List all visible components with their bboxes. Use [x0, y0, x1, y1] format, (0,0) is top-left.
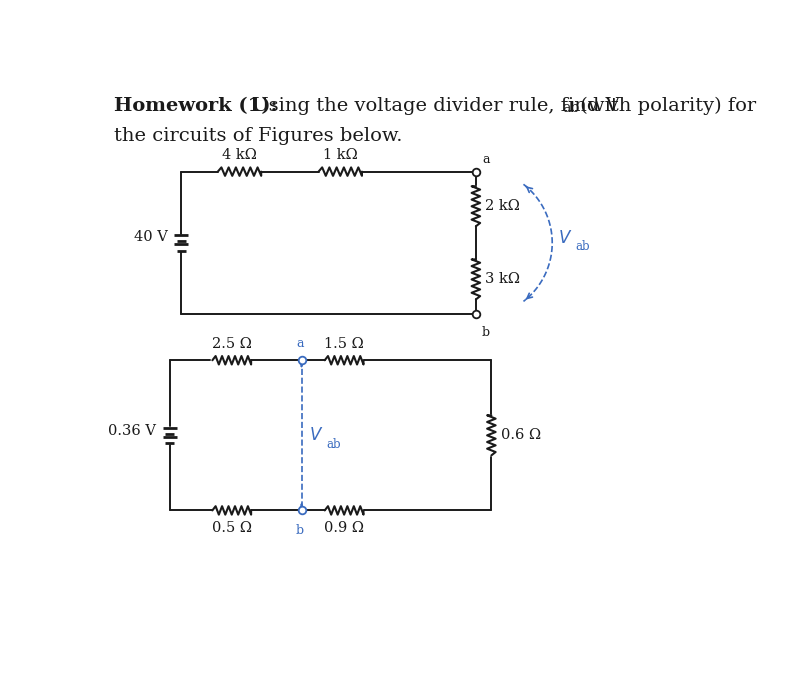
Text: Using the voltage divider rule, find V: Using the voltage divider rule, find V — [246, 97, 619, 115]
Text: a: a — [296, 337, 304, 350]
Text: 0.9 Ω: 0.9 Ω — [324, 521, 364, 535]
Text: 2 kΩ: 2 kΩ — [485, 199, 520, 213]
Text: $\it{V}$: $\it{V}$ — [310, 427, 323, 444]
Text: b: b — [482, 326, 490, 339]
Text: the circuits of Figures below.: the circuits of Figures below. — [114, 127, 402, 145]
Text: ab: ab — [575, 240, 590, 253]
Text: b: b — [296, 524, 304, 536]
Text: Homework (1):: Homework (1): — [114, 97, 278, 115]
Text: 3 kΩ: 3 kΩ — [485, 273, 520, 287]
Text: a: a — [482, 153, 490, 166]
Text: 2.5 Ω: 2.5 Ω — [212, 337, 252, 351]
Text: 1.5 Ω: 1.5 Ω — [324, 337, 364, 351]
Text: 40 V: 40 V — [134, 230, 167, 244]
Text: 1 kΩ: 1 kΩ — [323, 148, 358, 162]
Text: 0.5 Ω: 0.5 Ω — [212, 521, 252, 535]
Text: 0.36 V: 0.36 V — [108, 425, 156, 439]
Text: ab: ab — [326, 438, 341, 451]
Text: 0.6 Ω: 0.6 Ω — [501, 428, 541, 442]
Text: $\it{V}$: $\it{V}$ — [558, 230, 573, 248]
Text: 4 kΩ: 4 kΩ — [222, 148, 257, 162]
Text: ab: ab — [562, 101, 580, 115]
Text: (with polarity) for: (with polarity) for — [574, 97, 757, 115]
